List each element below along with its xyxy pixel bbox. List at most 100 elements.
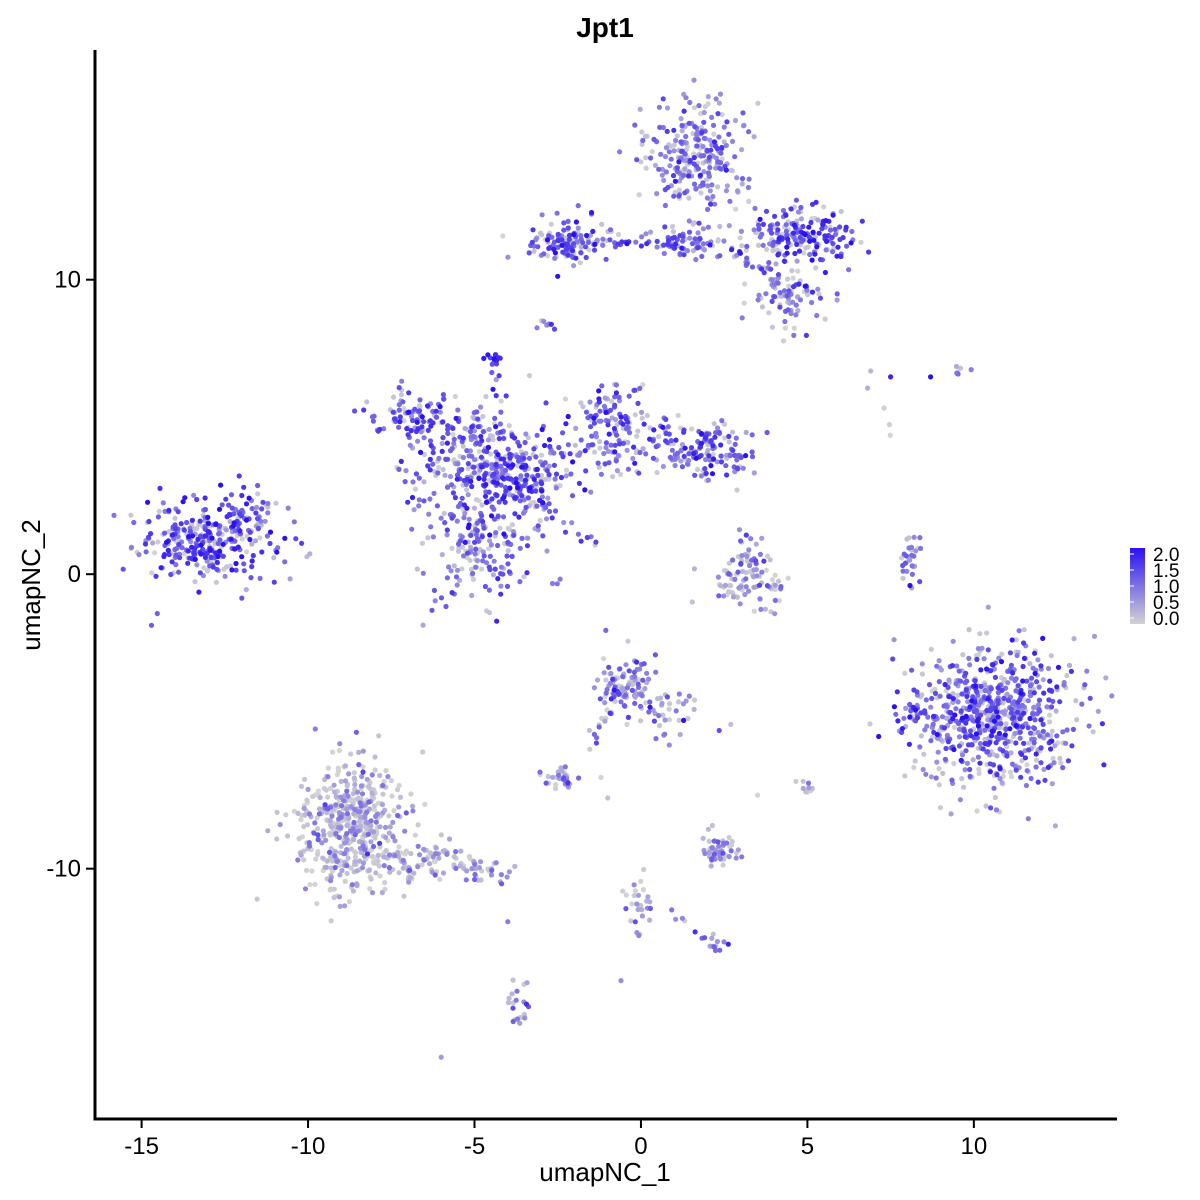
- cell-point: [464, 487, 470, 493]
- cell-point: [632, 674, 638, 680]
- x-tick-label: -5: [464, 1133, 485, 1160]
- cell-point: [494, 492, 500, 498]
- cell-point: [640, 137, 646, 144]
- cell-point: [339, 867, 345, 874]
- cell-point: [454, 518, 460, 524]
- cell-point: [162, 530, 168, 536]
- cell-point: [928, 646, 934, 652]
- cell-point: [380, 810, 386, 816]
- cell-point: [541, 318, 547, 324]
- cell-point: [561, 227, 567, 233]
- cell-point: [239, 595, 245, 601]
- cell-point: [681, 453, 687, 459]
- cell-point: [344, 806, 350, 812]
- cell-point: [459, 566, 465, 572]
- cell-point: [956, 668, 962, 674]
- cell-point: [634, 659, 640, 665]
- cell-point: [709, 822, 716, 829]
- cell-point: [739, 854, 745, 860]
- cell-point: [333, 802, 339, 808]
- cell-point: [569, 253, 575, 259]
- cell-point: [217, 537, 223, 543]
- cell-point: [633, 239, 639, 245]
- cell-point: [1052, 823, 1058, 829]
- cell-point: [746, 588, 752, 594]
- cell-point: [963, 748, 969, 754]
- cell-point: [512, 511, 518, 517]
- cell-point: [172, 515, 178, 521]
- cell-point: [1048, 653, 1054, 659]
- cell-point: [396, 853, 402, 860]
- cell-point: [565, 252, 571, 258]
- cell-point: [325, 806, 331, 812]
- cell-point: [565, 218, 571, 224]
- cell-point: [207, 547, 213, 553]
- cell-point: [739, 315, 745, 321]
- cell-point: [376, 863, 382, 869]
- cell-point: [974, 656, 980, 663]
- cell-point: [511, 435, 518, 441]
- cell-point: [708, 201, 714, 207]
- cell-point: [338, 825, 344, 831]
- cell-point: [377, 873, 383, 879]
- cell-point: [669, 907, 675, 913]
- cell-point: [781, 288, 788, 294]
- cell-point: [691, 77, 697, 83]
- cell-point: [336, 894, 343, 900]
- cell-point: [408, 428, 414, 434]
- cell-point: [387, 869, 393, 875]
- cell-point: [700, 226, 707, 232]
- cell-point: [601, 450, 607, 457]
- cell-point: [612, 442, 618, 448]
- cell-point: [386, 813, 392, 819]
- cell-point: [679, 122, 685, 129]
- cell-point: [249, 541, 255, 547]
- cell-point: [806, 234, 813, 240]
- cell-point: [711, 421, 717, 427]
- cell-point: [1038, 745, 1044, 751]
- cell-point: [407, 442, 413, 448]
- cell-point: [396, 782, 402, 789]
- cell-point: [1060, 729, 1066, 735]
- cell-point: [964, 760, 971, 766]
- cell-point: [732, 117, 739, 124]
- cell-point: [670, 173, 677, 179]
- cell-point: [478, 404, 484, 410]
- cell-point: [776, 598, 782, 604]
- cell-point: [918, 710, 924, 716]
- cell-point: [605, 422, 611, 428]
- cell-point: [150, 540, 156, 546]
- cell-point: [582, 487, 588, 493]
- cell-point: [313, 856, 319, 862]
- cell-point: [155, 539, 161, 545]
- cell-point: [681, 252, 687, 258]
- cell-point: [540, 533, 546, 539]
- cell-point: [929, 695, 935, 702]
- cell-point: [960, 652, 966, 658]
- cell-point: [686, 120, 692, 126]
- cell-point: [445, 430, 451, 437]
- cell-point: [420, 622, 426, 628]
- cell-point: [337, 872, 343, 878]
- cell-point: [561, 775, 567, 781]
- cell-point: [995, 701, 1001, 707]
- cell-point: [744, 558, 751, 564]
- cell-point: [479, 464, 485, 470]
- cell-point: [631, 692, 638, 699]
- cell-point: [503, 393, 509, 399]
- cell-point: [421, 452, 428, 458]
- cell-point: [472, 876, 478, 883]
- cell-point: [726, 589, 732, 595]
- cell-point: [1032, 650, 1038, 656]
- cell-point: [692, 697, 698, 703]
- cell-point: [411, 870, 417, 876]
- cell-point: [1017, 716, 1023, 722]
- cell-point: [702, 935, 708, 941]
- cell-point: [603, 409, 609, 415]
- cell-point: [489, 504, 495, 510]
- cell-point: [788, 206, 794, 212]
- cell-point: [471, 464, 477, 470]
- cell-point: [243, 587, 249, 593]
- cell-point: [526, 455, 533, 461]
- cell-point: [598, 418, 604, 424]
